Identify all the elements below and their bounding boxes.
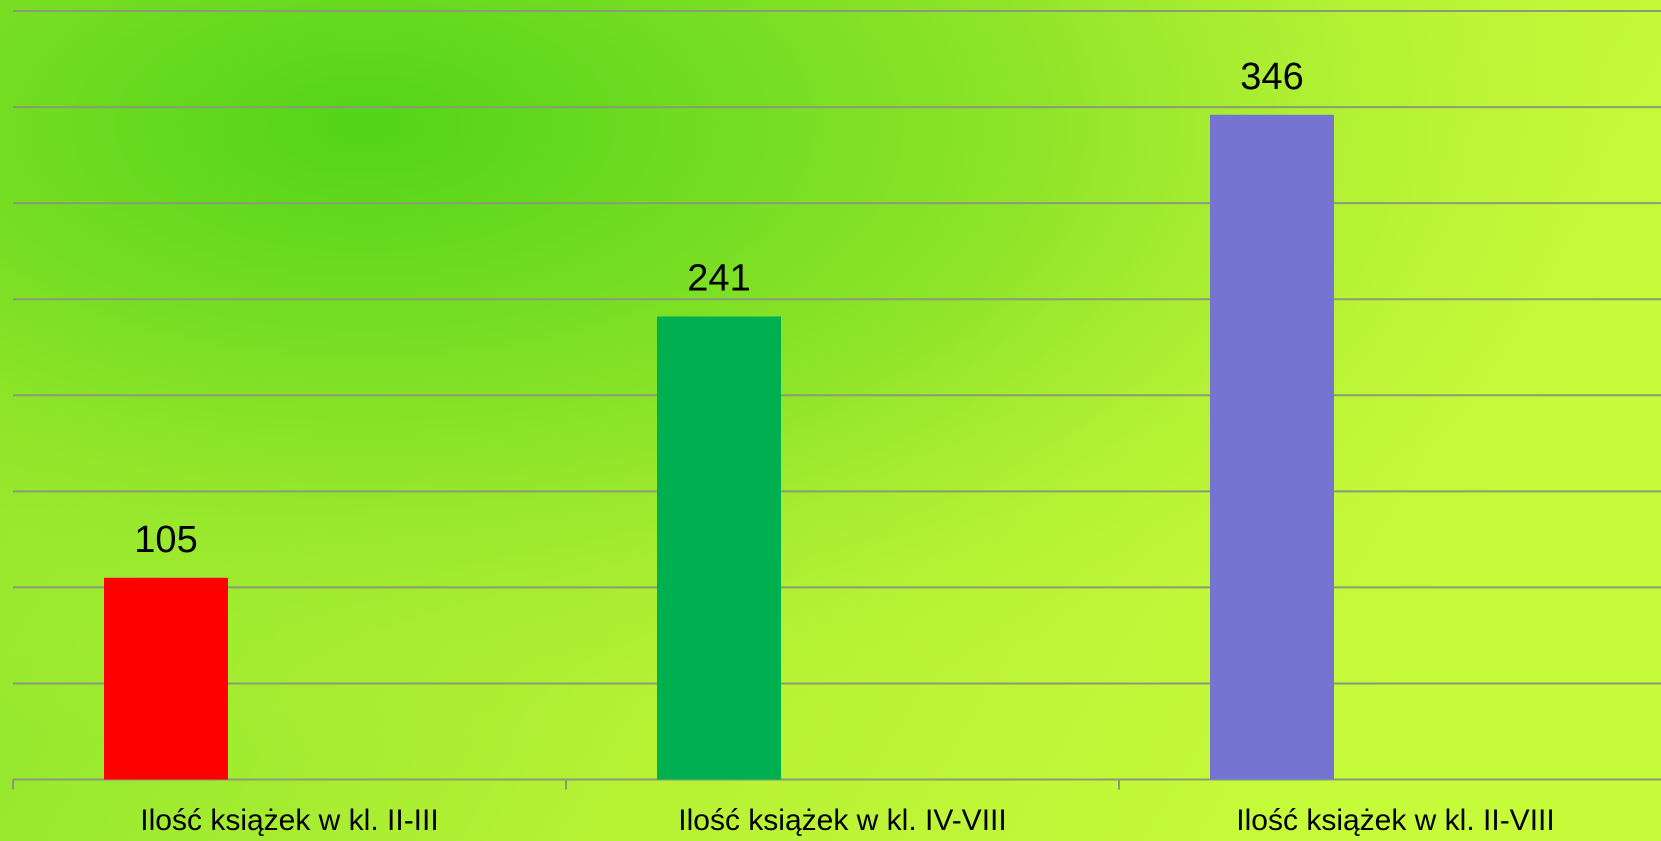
x-tick-label: Ilość książek w kl. II-III [140,804,438,837]
x-tick-label: Ilość książek w kl. II-VIII [1236,804,1554,837]
bar [657,316,781,780]
bar [104,577,228,780]
x-tick-label: Ilość książek w kl. IV-VIII [678,804,1006,837]
value-label: 241 [687,258,750,300]
bar [1210,114,1334,780]
value-label: 346 [1240,56,1303,98]
value-label: 105 [134,519,197,561]
